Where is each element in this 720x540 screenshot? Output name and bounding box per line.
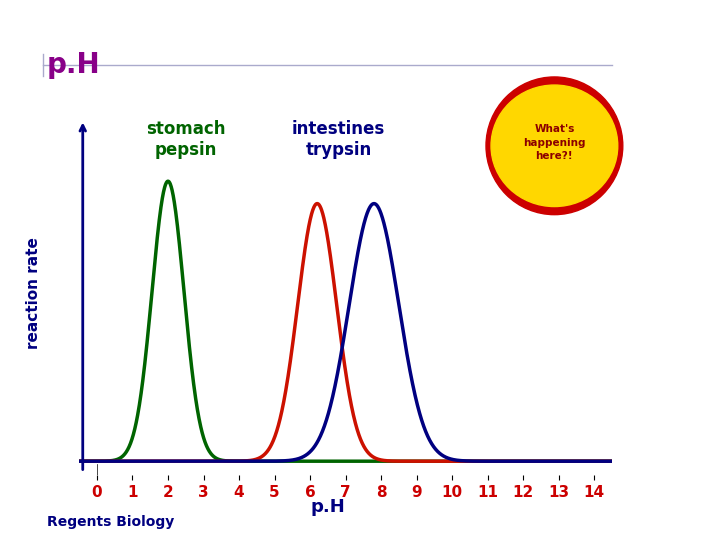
Text: reaction rate: reaction rate: [25, 237, 40, 349]
Text: What's
happening
here?!: What's happening here?!: [523, 124, 585, 161]
Text: p.H: p.H: [47, 51, 100, 79]
Ellipse shape: [486, 77, 623, 215]
Ellipse shape: [491, 85, 618, 207]
Text: stomach
pepsin: stomach pepsin: [146, 120, 225, 159]
Text: intestines
trypsin: intestines trypsin: [292, 120, 385, 159]
Text: p.H: p.H: [310, 497, 345, 516]
Text: Regents Biology: Regents Biology: [47, 515, 174, 529]
